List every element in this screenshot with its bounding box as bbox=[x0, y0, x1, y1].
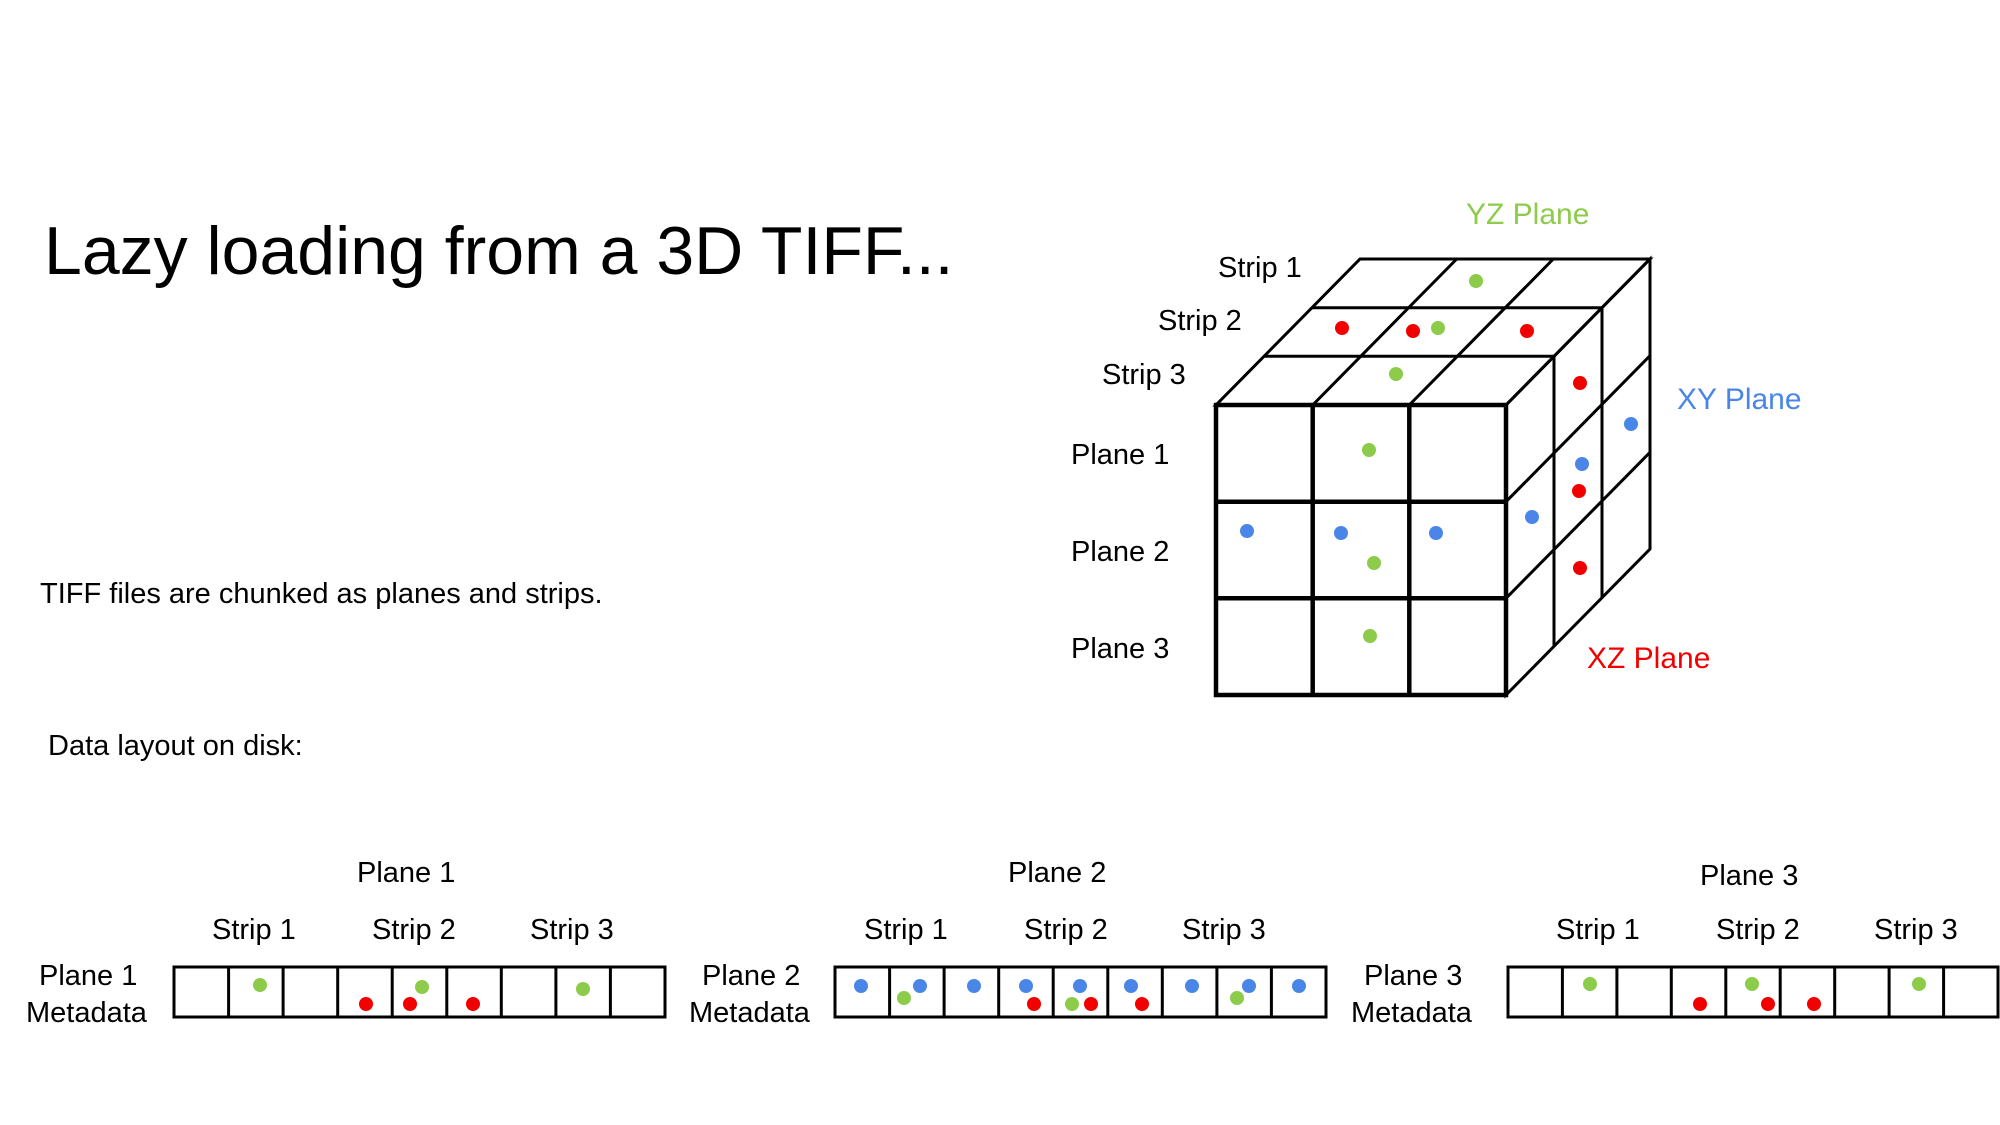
xz-dot bbox=[1520, 324, 1534, 338]
metadata-label: Metadata bbox=[26, 997, 148, 1029]
yz-dot bbox=[1389, 367, 1403, 381]
disk-cells bbox=[172, 965, 667, 1019]
xy-dot bbox=[1019, 979, 1033, 993]
layout-heading: Data layout on disk: bbox=[48, 730, 303, 762]
yz-dot bbox=[1431, 321, 1445, 335]
xz-plane-label: XZ Plane bbox=[1587, 642, 1710, 675]
disk-dots bbox=[253, 978, 590, 1011]
xy-dot bbox=[1429, 526, 1443, 540]
description-text: TIFF files are chunked as planes and str… bbox=[40, 578, 603, 610]
yz-dot bbox=[1912, 977, 1926, 991]
yz-dot bbox=[1230, 991, 1244, 1005]
xz-dot bbox=[403, 997, 417, 1011]
yz-dot bbox=[1367, 556, 1381, 570]
metadata-label: Plane 3 bbox=[1364, 960, 1462, 992]
xy-dot bbox=[1334, 526, 1348, 540]
xy-dot bbox=[854, 979, 868, 993]
disk-layout: Plane 1 Strip 1 Strip 2 Strip 3 Plane 1 … bbox=[26, 857, 2000, 1029]
metadata-label: Plane 2 bbox=[702, 960, 800, 992]
xz-dot bbox=[466, 997, 480, 1011]
disk-plane-label: Plane 1 bbox=[357, 857, 455, 889]
disk-plane-group-1: Plane 1 Strip 1 Strip 2 Strip 3 Plane 1 … bbox=[26, 857, 667, 1029]
xy-plane-label: XY Plane bbox=[1677, 383, 1802, 416]
xz-dot bbox=[1335, 321, 1349, 335]
xy-dot bbox=[967, 979, 981, 993]
disk-strip-label: Strip 1 bbox=[212, 914, 296, 946]
yz-dot bbox=[1362, 443, 1376, 457]
disk-cells bbox=[833, 965, 1328, 1019]
xz-dot bbox=[1135, 997, 1149, 1011]
xz-dot bbox=[1807, 997, 1821, 1011]
yz-dot bbox=[897, 991, 911, 1005]
xz-dot bbox=[1027, 997, 1041, 1011]
slide-title: Lazy loading from a 3D TIFF... bbox=[44, 213, 954, 289]
disk-strip-label: Strip 2 bbox=[1716, 914, 1800, 946]
metadata-label: Metadata bbox=[689, 997, 811, 1029]
metadata-label: Metadata bbox=[1351, 997, 1473, 1029]
disk-strip-label: Strip 2 bbox=[372, 914, 456, 946]
xy-dot bbox=[1073, 979, 1087, 993]
yz-dot bbox=[415, 980, 429, 994]
xy-dot bbox=[913, 979, 927, 993]
yz-dot bbox=[576, 982, 590, 996]
disk-plane-label: Plane 3 bbox=[1700, 860, 1798, 892]
disk-strip-label: Strip 1 bbox=[1556, 914, 1640, 946]
cube-plane-label: Plane 3 bbox=[1071, 633, 1169, 665]
xz-dot bbox=[359, 997, 373, 1011]
xy-dot bbox=[1292, 979, 1306, 993]
cube-front-face bbox=[1213, 402, 1509, 698]
yz-dot bbox=[1745, 977, 1759, 991]
disk-strip-label: Strip 1 bbox=[864, 914, 948, 946]
cube-plane-label: Plane 1 bbox=[1071, 439, 1169, 471]
xz-dot bbox=[1761, 997, 1775, 1011]
xy-dot bbox=[1240, 524, 1254, 538]
cube-diagram: Strip 1 Strip 2 Strip 3 Plane 1 Plane 2 … bbox=[1071, 198, 1802, 699]
xy-dot bbox=[1185, 979, 1199, 993]
xz-dot bbox=[1406, 324, 1420, 338]
xz-dot bbox=[1573, 561, 1587, 575]
disk-strip-label: Strip 3 bbox=[530, 914, 614, 946]
disk-strip-label: Strip 2 bbox=[1024, 914, 1108, 946]
disk-cells bbox=[1506, 965, 2000, 1019]
cube-strip-label: Strip 3 bbox=[1102, 359, 1186, 391]
xz-dot bbox=[1084, 997, 1098, 1011]
disk-strip-label: Strip 3 bbox=[1874, 914, 1958, 946]
yz-dot bbox=[1065, 997, 1079, 1011]
yz-dot bbox=[253, 978, 267, 992]
xz-dot bbox=[1573, 376, 1587, 390]
cube-plane-label: Plane 2 bbox=[1071, 536, 1169, 568]
cube-dots bbox=[1240, 274, 1638, 643]
xz-dot bbox=[1572, 484, 1586, 498]
xy-dot bbox=[1624, 417, 1638, 431]
xy-dot bbox=[1242, 979, 1256, 993]
metadata-label: Plane 1 bbox=[39, 960, 137, 992]
yz-dot bbox=[1363, 629, 1377, 643]
disk-plane-label: Plane 2 bbox=[1008, 857, 1106, 889]
disk-plane-group-2: Plane 2 Strip 1 Strip 2 Strip 3 Plane 2 … bbox=[689, 857, 1328, 1029]
yz-dot bbox=[1583, 977, 1597, 991]
cube-strip-label: Strip 2 bbox=[1158, 305, 1242, 337]
disk-dots bbox=[854, 979, 1306, 1011]
disk-plane-group-3: Plane 3 Strip 1 Strip 2 Strip 3 Plane 3 … bbox=[1351, 860, 2000, 1029]
disk-strip-label: Strip 3 bbox=[1182, 914, 1266, 946]
yz-dot bbox=[1469, 274, 1483, 288]
xy-dot bbox=[1124, 979, 1138, 993]
xy-dot bbox=[1575, 457, 1589, 471]
xz-dot bbox=[1693, 997, 1707, 1011]
xy-dot bbox=[1525, 510, 1539, 524]
disk-dots bbox=[1583, 977, 1926, 1011]
yz-plane-label: YZ Plane bbox=[1466, 198, 1589, 231]
cube-strip-label: Strip 1 bbox=[1218, 252, 1302, 284]
